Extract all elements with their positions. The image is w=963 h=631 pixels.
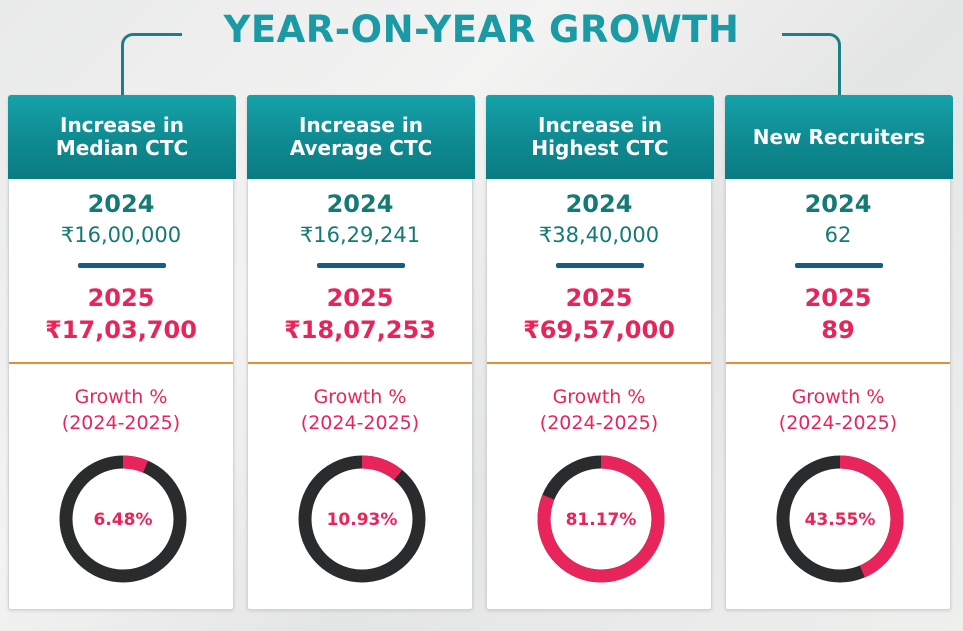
growth-donut: 10.93% — [298, 455, 426, 583]
growth-percent-text: 6.48% — [94, 510, 153, 530]
card-heading: Increase in Median CTC — [8, 95, 236, 179]
growth-donut: 81.17% — [537, 455, 665, 583]
separator — [317, 263, 405, 268]
year-2024-label: 2024 — [87, 190, 155, 218]
year-2025-label: 2025 — [87, 284, 155, 312]
value-2025: ₹69,57,000 — [523, 316, 675, 344]
value-2024: ₹16,29,241 — [299, 223, 421, 247]
year-2024-label: 2024 — [565, 190, 633, 218]
year-2025-label: 2025 — [565, 284, 633, 312]
divider — [726, 362, 950, 364]
divider — [248, 362, 472, 364]
year-2025-label: 2025 — [804, 284, 872, 312]
donut-growth-arc — [298, 455, 426, 583]
title-bracket-left — [121, 33, 182, 98]
year-2024-label: 2024 — [804, 190, 872, 218]
page-title: YEAR-ON-YEAR GROWTH — [223, 8, 740, 51]
growth-donut: 6.48% — [59, 455, 187, 583]
value-2024: ₹38,40,000 — [538, 223, 660, 247]
growth-donut: 43.55% — [776, 455, 904, 583]
value-2024: 62 — [824, 223, 852, 247]
growth-label: Growth % (2024-2025) — [61, 386, 181, 434]
separator — [556, 263, 644, 268]
growth-percent-text: 10.93% — [327, 510, 398, 530]
card-new-recruiters: New Recruiters 2024 62 2025 89 Growth % … — [725, 95, 953, 610]
growth-percent-text: 81.17% — [566, 510, 637, 530]
card-heading: Increase in Highest CTC — [486, 95, 714, 179]
title-bracket-right — [782, 33, 841, 98]
year-2025-label: 2025 — [326, 284, 394, 312]
divider — [9, 362, 233, 364]
card-heading: New Recruiters — [725, 95, 953, 179]
value-2025: ₹18,07,253 — [284, 316, 436, 344]
separator — [78, 263, 166, 268]
year-2024-label: 2024 — [326, 190, 394, 218]
growth-percent-text: 43.55% — [805, 510, 876, 530]
value-2025: 89 — [821, 316, 855, 344]
growth-label: Growth % (2024-2025) — [539, 386, 659, 434]
divider — [487, 362, 711, 364]
card-average-ctc: Increase in Average CTC 2024 ₹16,29,241 … — [247, 95, 475, 610]
growth-label: Growth % (2024-2025) — [778, 386, 898, 434]
card-heading: Increase in Average CTC — [247, 95, 475, 179]
card-median-ctc: Increase in Median CTC 2024 ₹16,00,000 2… — [8, 95, 236, 610]
value-2024: ₹16,00,000 — [60, 223, 182, 247]
value-2025: ₹17,03,700 — [45, 316, 197, 344]
card-highest-ctc: Increase in Highest CTC 2024 ₹38,40,000 … — [486, 95, 714, 610]
growth-label: Growth % (2024-2025) — [300, 386, 420, 434]
donut-growth-arc — [537, 455, 665, 583]
donut-growth-arc — [776, 455, 904, 583]
separator — [795, 263, 883, 268]
donut-growth-arc — [59, 455, 187, 583]
